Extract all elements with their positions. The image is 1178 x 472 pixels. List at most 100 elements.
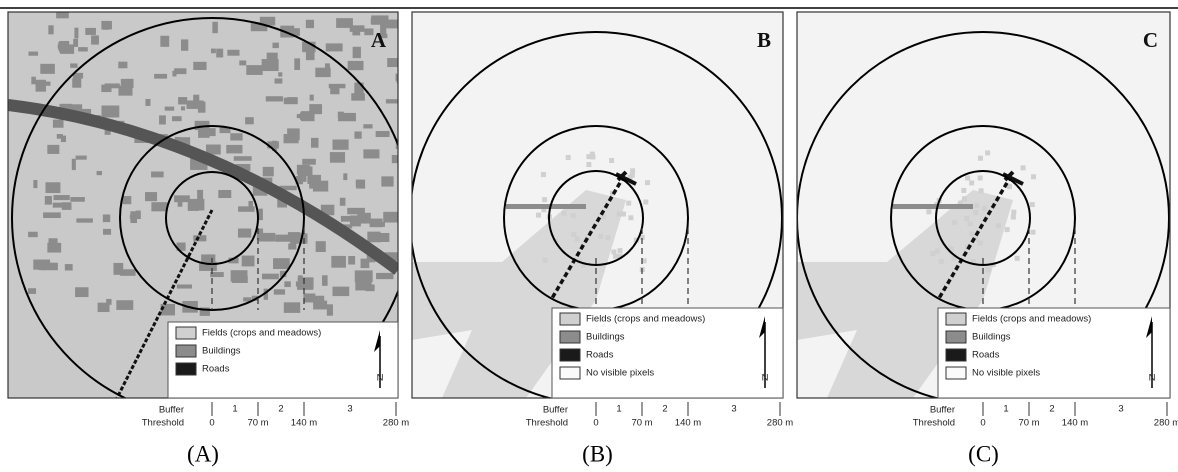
building-pixel <box>371 18 388 24</box>
building-pixel <box>376 131 390 137</box>
building-pixel <box>340 198 346 206</box>
building-pixel <box>310 95 314 101</box>
field-pixel <box>982 206 987 211</box>
field-pixel <box>978 240 983 245</box>
buffer-label: Buffer <box>930 405 955 416</box>
field-pixel <box>1015 256 1020 261</box>
building-pixel <box>193 235 206 241</box>
building-pixel <box>103 214 110 222</box>
building-pixel <box>363 124 372 128</box>
building-pixel <box>116 300 133 310</box>
field-pixel <box>1005 227 1010 232</box>
field-pixel <box>935 249 940 254</box>
field-pixel <box>571 232 576 237</box>
legend-label: Buildings <box>202 346 241 357</box>
building-pixel <box>49 238 58 248</box>
building-pixel <box>297 165 310 175</box>
field-pixel <box>626 201 631 206</box>
field-pixel <box>541 172 546 177</box>
field-pixel <box>969 231 974 236</box>
threshold-value: 280 m <box>767 418 793 429</box>
building-pixel <box>43 212 61 218</box>
building-pixel <box>218 190 231 198</box>
building-pixel <box>383 212 397 223</box>
field-pixel <box>930 251 935 256</box>
legend-label: Roads <box>972 350 1000 361</box>
building-pixel <box>62 202 72 210</box>
building-pixel <box>303 293 315 302</box>
field-pixel <box>996 223 1001 228</box>
building-pixel <box>258 209 262 221</box>
building-pixel <box>354 131 361 138</box>
building-pixel <box>274 289 285 294</box>
building-bar <box>506 204 586 209</box>
building-pixel <box>70 197 84 202</box>
field-pixel <box>926 209 931 214</box>
panel-letter: A <box>371 28 387 52</box>
building-pixel <box>56 12 69 18</box>
field-pixel <box>978 175 983 180</box>
caption: (B) <box>582 441 613 466</box>
building-pixel <box>338 113 356 121</box>
building-pixel <box>315 68 330 77</box>
building-pixel <box>53 120 64 128</box>
building-pixel <box>42 263 58 271</box>
north-label: N <box>377 373 384 384</box>
building-pixel <box>284 281 290 287</box>
building-pixel <box>78 47 88 51</box>
field-pixel <box>575 236 580 241</box>
threshold-value: 0 <box>980 418 985 429</box>
legend-label: Buildings <box>972 332 1011 343</box>
building-pixel <box>287 97 297 103</box>
building-pixel <box>70 63 77 67</box>
threshold-value: 140 m <box>291 418 317 429</box>
building-pixel <box>226 145 242 154</box>
building-pixel <box>159 115 166 124</box>
building-pixel <box>341 216 353 222</box>
field-pixel <box>978 156 983 161</box>
building-pixel <box>354 83 363 94</box>
field-pixel <box>967 221 972 226</box>
building-pixel <box>61 136 66 142</box>
building-pixel <box>351 93 365 100</box>
building-pixel <box>239 60 246 65</box>
building-pixel <box>28 52 38 56</box>
building-pixel <box>352 27 360 35</box>
building-pixel <box>230 133 242 140</box>
caption: (A) <box>187 441 219 466</box>
threshold-value: 140 m <box>1062 418 1088 429</box>
building-pixel <box>151 202 167 211</box>
legend-swatch <box>176 327 196 339</box>
field-pixel <box>617 248 622 253</box>
building-pixel <box>151 171 164 177</box>
building-pixel <box>332 287 349 296</box>
building-pixel <box>97 171 102 175</box>
building-pixel <box>181 39 188 50</box>
legend-label: Fields (crops and meadows) <box>972 314 1091 325</box>
building-pixel <box>118 86 132 96</box>
building-pixel <box>198 102 206 113</box>
field-pixel <box>543 258 548 263</box>
field-pixel <box>643 199 648 204</box>
building-pixel <box>28 288 36 294</box>
field-pixel <box>965 175 970 180</box>
building-pixel <box>45 196 52 205</box>
panel-letter: B <box>757 28 771 52</box>
field-pixel <box>630 173 635 178</box>
building-pixel <box>193 95 199 102</box>
building-pixel <box>76 218 93 222</box>
building-pixel <box>262 59 279 71</box>
field-pixel <box>630 168 635 173</box>
building-pixel <box>28 232 38 237</box>
building-pixel <box>386 99 404 103</box>
field-pixel <box>973 210 978 215</box>
building-pixel <box>306 20 314 28</box>
building-pixel <box>177 284 192 288</box>
building-pixel <box>172 71 176 77</box>
building-pixel <box>181 106 185 110</box>
field-pixel <box>974 203 979 208</box>
building-pixel <box>201 254 215 262</box>
building-pixel <box>288 243 296 249</box>
legend-swatch <box>560 331 580 343</box>
buffer-value: 2 <box>278 404 283 415</box>
